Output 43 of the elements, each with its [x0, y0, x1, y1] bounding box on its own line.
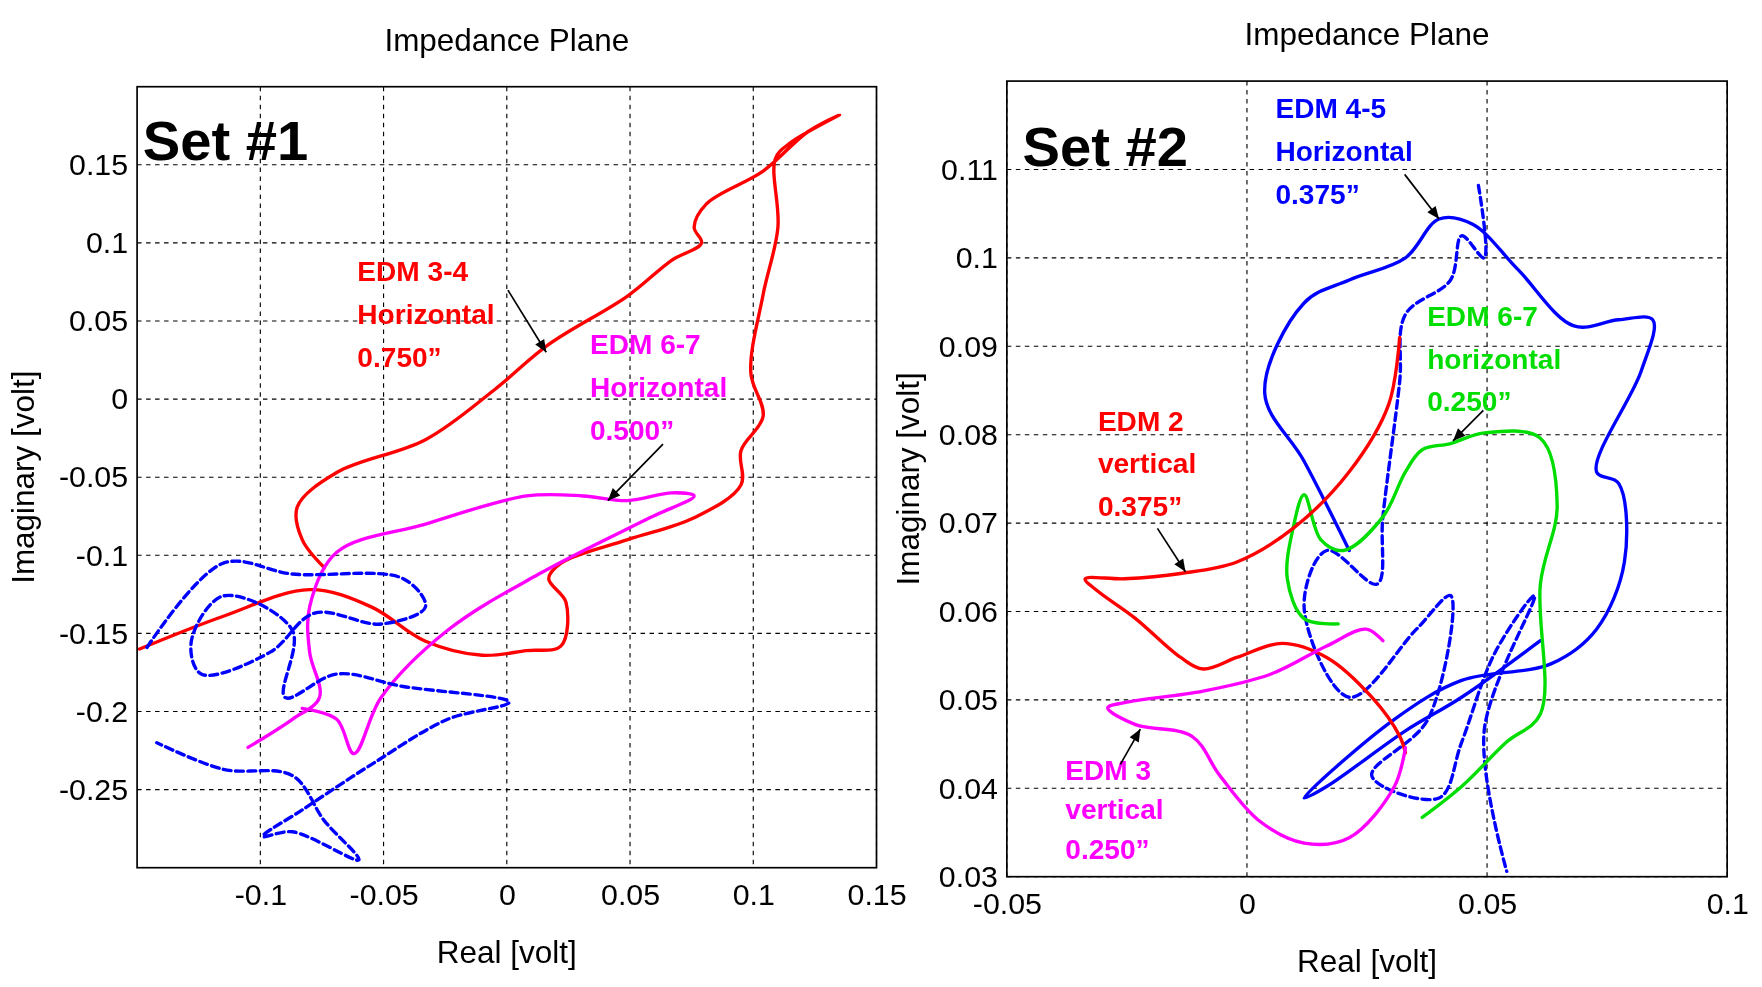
line-series	[246, 491, 696, 756]
y-axis-title: Imaginary [volt]	[891, 372, 927, 586]
x-axis-title: Real [volt]	[436, 935, 577, 971]
chart-title: Impedance Plane	[1244, 17, 1490, 53]
y-tick-label: 0.15	[69, 148, 129, 182]
y-tick-label: 0.11	[941, 152, 998, 186]
y-tick-label: 0.09	[938, 329, 998, 363]
line-series	[137, 113, 842, 657]
x-tick-label: 0.05	[601, 877, 661, 911]
x-tick-label: 0.1	[1706, 886, 1749, 920]
annotation: Set #2	[1022, 115, 1189, 179]
annotation: Set #1	[142, 108, 309, 172]
annotation: EDM 3-4 Horizontal 0.750”	[357, 256, 495, 373]
annotation: EDM 3 vertical 0.250”	[1065, 755, 1164, 865]
y-tick-label: 0.06	[938, 594, 998, 628]
x-tick-label: 0	[1239, 886, 1256, 920]
y-tick-label: 0.07	[938, 506, 998, 540]
y-tick-label: -0.15	[58, 616, 129, 650]
x-tick-label: 0.05	[1458, 886, 1518, 920]
y-tick-label: 0.1	[85, 226, 129, 260]
y-axis-title: Imaginary [volt]	[5, 370, 41, 584]
annotation: EDM 6-7 horizontal 0.250”	[1427, 301, 1562, 418]
y-tick-label: -0.2	[75, 694, 129, 728]
y-tick-label: 0.05	[938, 683, 998, 717]
x-tick-label: -0.05	[349, 877, 419, 911]
chart-title: Impedance Plane	[384, 22, 630, 58]
y-tick-label: -0.05	[58, 460, 129, 494]
x-tick-label: 0.1	[732, 877, 775, 911]
y-tick-label: 0.04	[938, 771, 998, 805]
annotation: EDM 2 vertical 0.375”	[1097, 405, 1197, 522]
x-tick-label: 0.15	[847, 877, 907, 911]
y-tick-label: 0.05	[69, 304, 129, 338]
y-tick-label: 0.08	[938, 417, 998, 451]
y-tick-label: 0	[111, 382, 129, 416]
x-tick-label: 0	[498, 877, 516, 911]
x-axis-title: Real [volt]	[1297, 944, 1437, 980]
y-tick-label: -0.1	[75, 538, 129, 572]
annotation: EDM 6-7 Horizontal 0.500”	[589, 329, 728, 446]
y-tick-label: 0.1	[955, 241, 998, 275]
line-series	[1083, 335, 1408, 755]
y-tick-label: -0.25	[58, 772, 129, 806]
x-tick-label: -0.1	[234, 877, 288, 911]
annotation: EDM 4-5 Horizontal 0.375”	[1275, 93, 1413, 210]
